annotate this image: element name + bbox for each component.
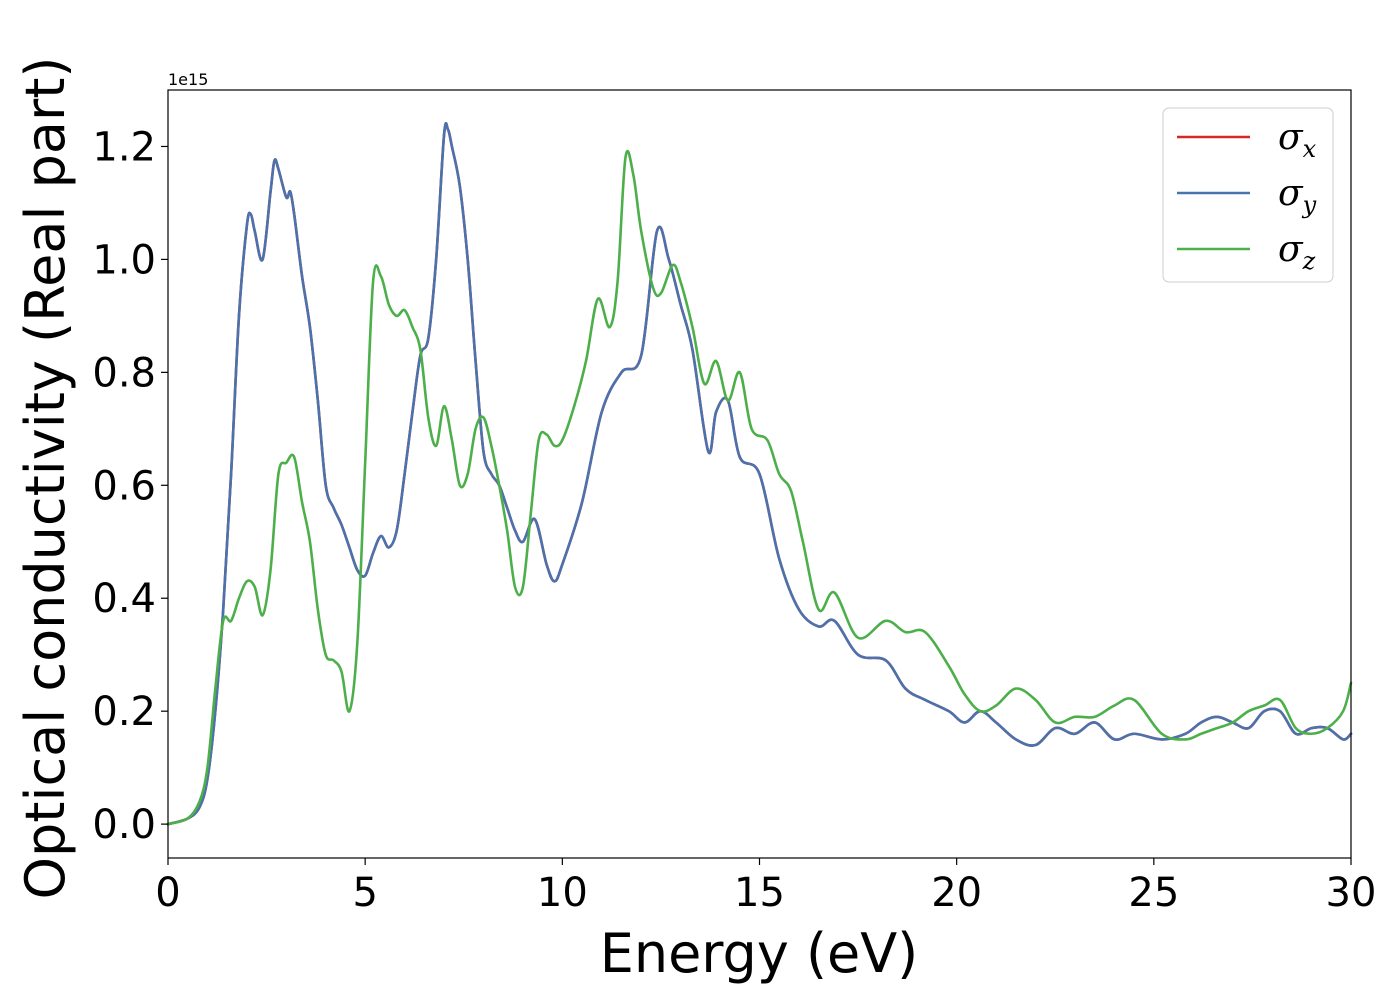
y-tick-label: 0.6: [92, 463, 156, 509]
x-tick-label: 5: [352, 870, 377, 916]
x-tick-label: 20: [931, 870, 982, 916]
y-offset-label: 1e15: [168, 70, 208, 89]
x-tick-label: 25: [1128, 870, 1179, 916]
y-tick-label: 1.2: [92, 124, 156, 170]
y-tick-label: 0.2: [92, 689, 156, 735]
x-tick-label: 30: [1326, 870, 1377, 916]
y-tick-label: 0.4: [92, 576, 156, 622]
y-axis-title: Optical conductivity (Real part): [14, 57, 77, 900]
x-tick-label: 10: [537, 870, 588, 916]
y-tick-label: 0.8: [92, 350, 156, 396]
series-line-sigma-z: [166, 149, 1353, 826]
x-tick-label: 0: [155, 870, 180, 916]
series-line-sigma-y: [166, 122, 1353, 826]
x-axis-title: Energy (eV): [600, 922, 919, 985]
x-tick-label: 15: [734, 870, 785, 916]
plot-lines: [166, 122, 1353, 826]
legend-box: [1162, 107, 1334, 283]
x-axis: 0 5 10 15 20 25 30: [155, 858, 1376, 916]
y-axis: 0.0 0.2 0.4 0.6 0.8 1.0 1.2: [92, 124, 168, 848]
y-tick-label: 0.0: [92, 802, 156, 848]
y-tick-label: 1.0: [92, 237, 156, 283]
